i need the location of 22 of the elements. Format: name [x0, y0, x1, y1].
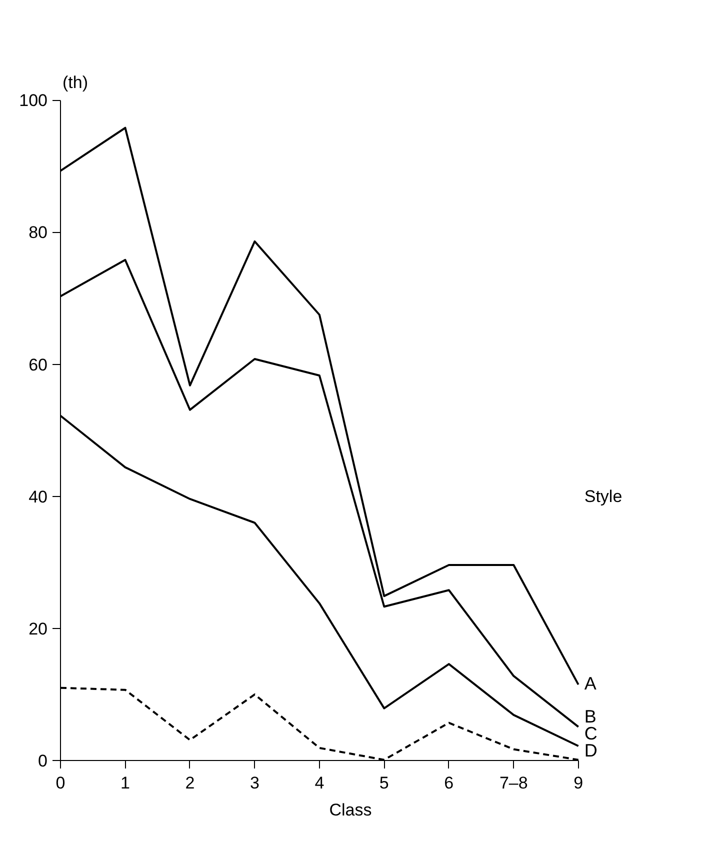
series-label: D — [584, 740, 598, 760]
y-tick-label: 0 — [38, 752, 48, 770]
y-tick-label: 100 — [19, 91, 48, 110]
legend-title: Style — [584, 486, 622, 506]
x-tick-label: 6 — [444, 774, 454, 792]
x-tick-label: 1 — [120, 774, 130, 792]
series-label: A — [584, 674, 596, 694]
x-tick-label: 4 — [314, 774, 324, 792]
x-tick-label: 2 — [185, 774, 195, 792]
x-axis-title: Class — [329, 800, 372, 820]
y-tick-label: 60 — [28, 355, 48, 374]
series-label: C — [584, 724, 598, 744]
y-tick-label: 40 — [28, 487, 48, 506]
series-label: B — [584, 706, 596, 726]
x-tick-label: 9 — [574, 774, 584, 792]
x-tick-label: 3 — [250, 774, 260, 792]
y-tick-label: 20 — [28, 619, 48, 638]
x-tick-label: 5 — [379, 774, 389, 792]
x-tick-label: 7–8 — [499, 774, 528, 792]
y-axis-title: (th) — [62, 73, 88, 92]
y-tick-label: 80 — [28, 223, 48, 242]
x-tick-label: 0 — [56, 774, 66, 792]
